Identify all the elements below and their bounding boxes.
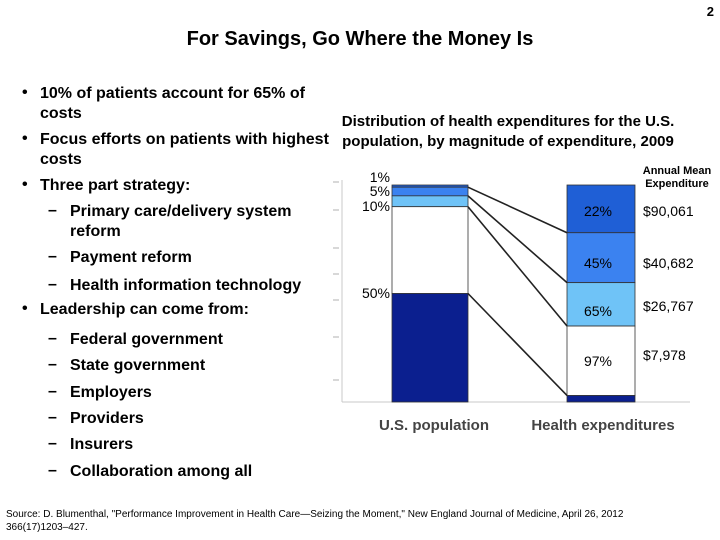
expenditure-percent-label: 65% bbox=[584, 303, 612, 319]
expenditure-percent-label: 22% bbox=[584, 203, 612, 219]
connector-line bbox=[467, 186, 568, 234]
connector-line bbox=[467, 292, 568, 397]
chart-title: Distribution of health expenditures for … bbox=[341, 113, 675, 150]
bullet-text: Focus efforts on patients with highest c… bbox=[40, 131, 329, 168]
sub-bullet-text: Providers bbox=[70, 410, 144, 427]
population-bar-segment bbox=[391, 206, 469, 294]
sub-bullet-text: State government bbox=[70, 357, 206, 374]
population-percent-label: 10% bbox=[362, 198, 390, 214]
page-number: 2 bbox=[706, 4, 714, 19]
sub-bullet-text: Primary care/delivery system reform bbox=[70, 203, 292, 240]
bullet-dot-icon: • bbox=[22, 84, 28, 101]
sub-bullet-text: Federal government bbox=[70, 331, 223, 348]
annual-mean-value: $7,978 bbox=[643, 347, 686, 363]
bullet-dot-icon: • bbox=[22, 176, 28, 193]
bullet-dot-icon: • bbox=[22, 300, 28, 317]
sub-bullet-text: Employers bbox=[70, 384, 152, 401]
bullet-text: Leadership can come from: bbox=[40, 301, 249, 318]
population-percent-label: 5% bbox=[370, 183, 390, 199]
annual-mean-value: $40,682 bbox=[643, 255, 694, 271]
sub-bullet-text: Payment reform bbox=[70, 249, 192, 266]
annual-mean-value: $90,061 bbox=[643, 203, 694, 219]
expenditure-bar-segment bbox=[566, 184, 636, 234]
expenditure-bar-segment bbox=[566, 325, 636, 396]
category-label: Health expenditures bbox=[531, 417, 674, 434]
population-percent-label: 50% bbox=[362, 285, 390, 301]
bullet-text: Three part strategy: bbox=[40, 177, 191, 194]
expenditure-bar-segment bbox=[566, 232, 636, 284]
slide-title: For Savings, Go Where the Money Is bbox=[186, 28, 534, 50]
population-bar-segment bbox=[391, 186, 469, 197]
sub-bullet-text: Health information technology bbox=[70, 277, 302, 294]
bullet-text: 10% of patients account for 65% of costs bbox=[40, 85, 305, 122]
source-citation: Source: D. Blumenthal, "Performance Impr… bbox=[6, 509, 624, 533]
sub-bullet-text: Collaboration among all bbox=[70, 463, 253, 480]
annual-mean-value: $26,767 bbox=[643, 298, 694, 314]
expenditure-bar-segment bbox=[566, 395, 636, 403]
bullet-dot-icon: • bbox=[22, 130, 28, 147]
sub-bullet-text: Insurers bbox=[70, 436, 134, 453]
expenditure-bar-segment bbox=[566, 282, 636, 327]
expenditure-percent-label: 45% bbox=[584, 255, 612, 271]
expenditure-percent-label: 97% bbox=[584, 353, 612, 369]
population-bar-segment bbox=[391, 293, 469, 403]
population-percent-label: 1% bbox=[370, 169, 390, 185]
annual-mean-header: Annual Mean Expenditure bbox=[642, 165, 712, 190]
connector-line bbox=[467, 206, 568, 327]
connector-line bbox=[467, 195, 568, 284]
category-label: U.S. population bbox=[379, 417, 489, 434]
population-bar-segment bbox=[391, 195, 469, 208]
